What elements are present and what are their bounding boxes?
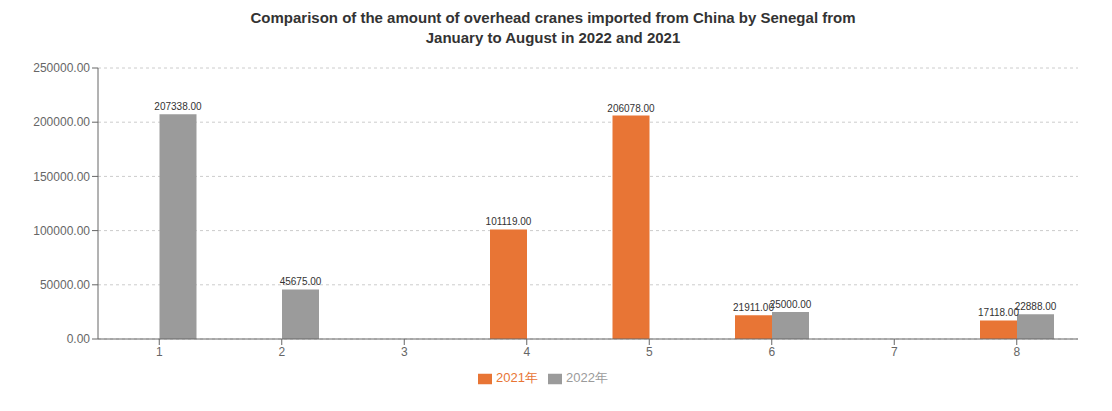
svg-text:5: 5 bbox=[646, 345, 653, 359]
svg-text:8: 8 bbox=[1013, 345, 1020, 359]
svg-text:4: 4 bbox=[523, 345, 530, 359]
svg-text:3: 3 bbox=[401, 345, 408, 359]
html-text:Comparison of the amount of ov: Comparison of the amount of overhead cra… bbox=[250, 9, 856, 26]
svg-text:206078.00: 206078.00 bbox=[607, 103, 655, 114]
svg-text:25000.00: 25000.00 bbox=[770, 299, 812, 310]
svg-text:50000.00: 50000.00 bbox=[40, 278, 90, 292]
svg-text:45675.00: 45675.00 bbox=[280, 276, 322, 287]
html-text:2021年: 2021年 bbox=[496, 370, 538, 385]
svg-text:17118.00: 17118.00 bbox=[978, 307, 1019, 318]
svg-text:1: 1 bbox=[156, 345, 163, 359]
html-text:2022年: 2022年 bbox=[566, 370, 608, 385]
svg-text:2: 2 bbox=[278, 345, 285, 359]
svg-text:21911.00: 21911.00 bbox=[733, 302, 774, 313]
html-text:January to August in 2022 and: January to August in 2022 and 2021 bbox=[425, 29, 681, 46]
svg-text:22888.00: 22888.00 bbox=[1015, 301, 1057, 312]
svg-text:101119.00: 101119.00 bbox=[486, 216, 532, 227]
svg-text:150000.00: 150000.00 bbox=[33, 170, 90, 184]
svg-text:200000.00: 200000.00 bbox=[33, 115, 90, 129]
svg-text:7: 7 bbox=[891, 345, 898, 359]
svg-text:6: 6 bbox=[768, 345, 775, 359]
svg-text:250000.00: 250000.00 bbox=[33, 61, 90, 75]
svg-text:207338.00: 207338.00 bbox=[154, 101, 202, 112]
svg-text:100000.00: 100000.00 bbox=[33, 224, 90, 238]
svg-text:0.00: 0.00 bbox=[67, 332, 91, 346]
